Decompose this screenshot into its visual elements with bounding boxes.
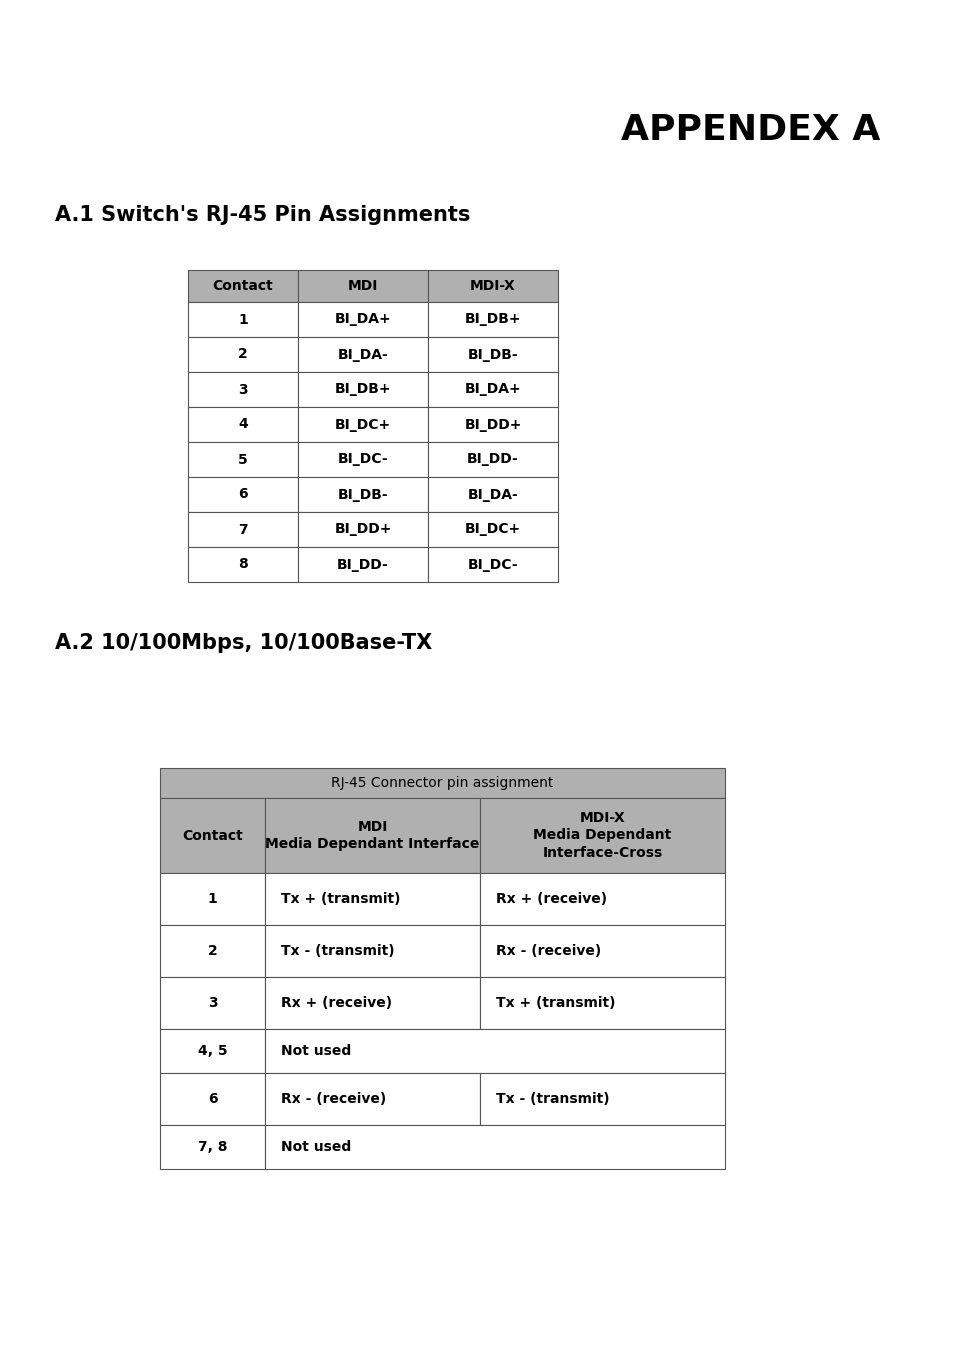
Bar [428, 373, 558, 406]
Bar [188, 270, 297, 302]
Bar [297, 512, 428, 547]
Text: MDI-X: MDI-X [470, 279, 516, 293]
Text: 1: 1 [238, 312, 248, 327]
Text: MDI: MDI [348, 279, 377, 293]
Bar [297, 406, 428, 441]
Text: A.1 Switch's RJ-45 Pin Assignments: A.1 Switch's RJ-45 Pin Assignments [55, 205, 470, 225]
Bar [188, 338, 297, 373]
Bar [479, 873, 724, 925]
Text: Rx - (receive): Rx - (receive) [496, 944, 600, 958]
Bar [188, 441, 297, 477]
Text: Not used: Not used [281, 1139, 351, 1154]
Text: BI_DB-: BI_DB- [467, 347, 517, 362]
Bar [479, 977, 724, 1029]
Text: 3: 3 [238, 382, 248, 397]
Bar [160, 1073, 265, 1125]
Bar [479, 1073, 724, 1125]
Bar [188, 547, 297, 582]
Bar [188, 477, 297, 512]
Text: Tx - (transmit): Tx - (transmit) [496, 1092, 609, 1106]
Bar [479, 925, 724, 977]
Text: BI_DA-: BI_DA- [337, 347, 388, 362]
Text: 7, 8: 7, 8 [197, 1139, 227, 1154]
Text: BI_DD+: BI_DD+ [464, 417, 521, 432]
Bar [160, 1029, 265, 1073]
Text: 6: 6 [238, 487, 248, 501]
Bar [428, 512, 558, 547]
Bar [428, 441, 558, 477]
Text: BI_DB-: BI_DB- [337, 487, 388, 501]
Bar [297, 441, 428, 477]
Bar [265, 1125, 724, 1169]
Text: 2: 2 [238, 347, 248, 362]
Text: MDI
Media Dependant Interface: MDI Media Dependant Interface [265, 819, 479, 852]
Text: 2: 2 [208, 944, 217, 958]
Text: Tx - (transmit): Tx - (transmit) [281, 944, 395, 958]
Text: 7: 7 [238, 522, 248, 536]
Bar [265, 925, 479, 977]
Text: 1: 1 [208, 892, 217, 906]
Bar [428, 338, 558, 373]
Bar [160, 768, 724, 798]
Text: MDI-X
Media Dependant
Interface-Cross: MDI-X Media Dependant Interface-Cross [533, 810, 671, 860]
Bar [160, 925, 265, 977]
Bar [428, 477, 558, 512]
Text: Tx + (transmit): Tx + (transmit) [496, 996, 615, 1010]
Text: 6: 6 [208, 1092, 217, 1106]
Bar [160, 798, 265, 873]
Bar [297, 373, 428, 406]
Bar [428, 406, 558, 441]
Text: Rx + (receive): Rx + (receive) [496, 892, 606, 906]
Bar [188, 302, 297, 338]
Text: BI_DC+: BI_DC+ [335, 417, 391, 432]
Bar [428, 302, 558, 338]
Text: BI_DD+: BI_DD+ [334, 522, 392, 536]
Text: BI_DA+: BI_DA+ [335, 312, 391, 327]
Text: BI_DD-: BI_DD- [467, 452, 518, 467]
Text: BI_DB+: BI_DB+ [335, 382, 391, 397]
Text: Not used: Not used [281, 1044, 351, 1058]
Text: 5: 5 [238, 452, 248, 467]
Text: BI_DA+: BI_DA+ [464, 382, 520, 397]
Text: 4: 4 [238, 417, 248, 432]
Bar [297, 338, 428, 373]
Text: BI_DB+: BI_DB+ [464, 312, 520, 327]
Bar [297, 302, 428, 338]
Bar [188, 512, 297, 547]
Text: BI_DC-: BI_DC- [467, 558, 517, 571]
Bar [160, 1125, 265, 1169]
Bar [297, 547, 428, 582]
Bar [188, 373, 297, 406]
Text: Rx - (receive): Rx - (receive) [281, 1092, 386, 1106]
Text: BI_DC+: BI_DC+ [464, 522, 520, 536]
Bar [265, 873, 479, 925]
Text: BI_DC-: BI_DC- [337, 452, 388, 467]
Text: 3: 3 [208, 996, 217, 1010]
Bar [265, 798, 479, 873]
Bar [160, 873, 265, 925]
Bar [479, 798, 724, 873]
Bar [265, 1029, 724, 1073]
Text: 4, 5: 4, 5 [197, 1044, 227, 1058]
Text: RJ-45 Connector pin assignment: RJ-45 Connector pin assignment [331, 776, 553, 790]
Bar [160, 977, 265, 1029]
Text: Tx + (transmit): Tx + (transmit) [281, 892, 400, 906]
Bar [265, 1073, 479, 1125]
Text: Contact: Contact [213, 279, 274, 293]
Bar [428, 547, 558, 582]
Bar [428, 270, 558, 302]
Bar [188, 406, 297, 441]
Text: Rx + (receive): Rx + (receive) [281, 996, 392, 1010]
Text: A.2 10/100Mbps, 10/100Base-TX: A.2 10/100Mbps, 10/100Base-TX [55, 633, 432, 653]
Bar [297, 477, 428, 512]
Text: BI_DA-: BI_DA- [467, 487, 517, 501]
Bar [265, 977, 479, 1029]
Text: 8: 8 [238, 558, 248, 571]
Text: Contact: Contact [182, 829, 243, 842]
Text: BI_DD-: BI_DD- [336, 558, 389, 571]
Text: APPENDEX A: APPENDEX A [620, 113, 879, 147]
Bar [297, 270, 428, 302]
